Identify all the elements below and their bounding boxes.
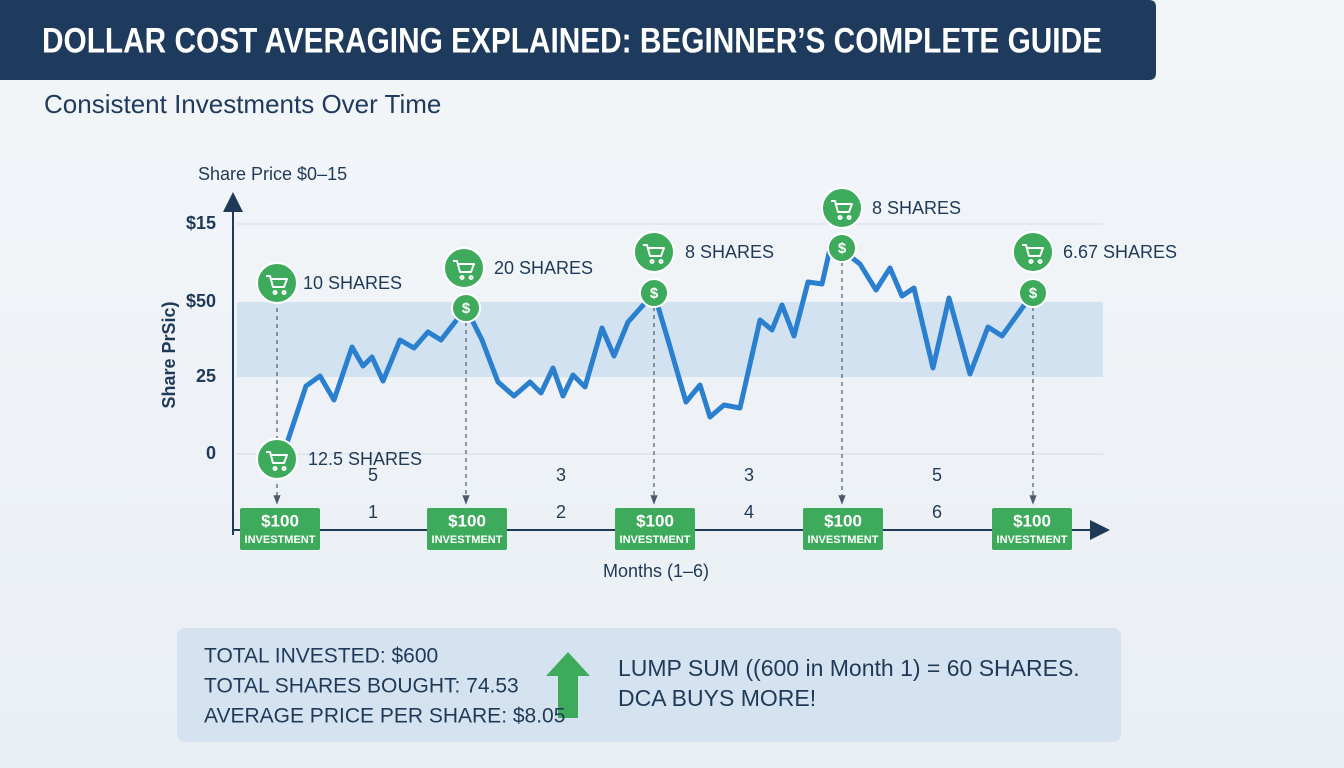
month-label: 6 [932,502,942,522]
investment-label: INVESTMENT [808,534,879,546]
investment-label: INVESTMENT [432,534,503,546]
investment-box [615,508,695,550]
investment-label: INVESTMENT [620,534,691,546]
cart-icon [1012,231,1054,273]
investment-amount: $100 [448,511,486,530]
cart-glyph [266,451,288,471]
investment-box [803,508,883,550]
month-label: 4 [744,502,754,522]
cart-glyph [643,244,665,264]
x-axis-title: Months (1–6) [603,561,709,581]
dollar-icon [451,293,481,323]
share-label: 8 SHARES [685,242,774,262]
dollar-symbol: $ [838,240,847,257]
summary-note: DCA BUYS MORE! [618,685,816,711]
month-label: 3 [744,465,754,485]
dollar-symbol: $ [650,285,659,302]
summary-note: LUMP SUM ((600 in Month 1) = 60 SHARES. [618,655,1080,681]
up-arrow [546,652,590,718]
month-label: 3 [556,465,566,485]
month-label: 5 [368,465,378,485]
investment-box [992,508,1072,550]
share-label: 20 SHARES [494,258,593,278]
share-label: 10 SHARES [303,273,402,293]
cart-icon [633,231,675,273]
dollar-symbol: $ [1029,285,1038,302]
summary-line: TOTAL SHARES BOUGHT: 74.53 [204,675,519,698]
subtitle: Consistent Investments Over Time [44,89,441,119]
cart-icon [821,187,863,229]
month-label: 1 [368,502,378,522]
dollar-icon [1018,278,1048,308]
share-label: 8 SHARES [872,198,961,218]
y-tick-label: 0 [206,443,216,463]
share-label: 12.5 SHARES [308,449,422,469]
summary-line: TOTAL INVESTED: $600 [204,645,438,668]
investment-label: INVESTMENT [245,534,316,546]
investment-box [240,508,320,550]
title: DOLLAR COST AVERAGING EXPLAINED: BEGINNE… [42,21,1102,60]
y-tick-label: $50 [186,291,216,311]
cart-icon [256,438,298,480]
cart-glyph [453,260,475,280]
y-tick-label: $15 [186,213,216,233]
month-label: 5 [932,465,942,485]
y-axis-title: Share PrSic) [159,301,179,408]
month-label: 2 [556,502,566,522]
investment-box [427,508,507,550]
dollar-icon [827,233,857,263]
cart-icon [256,262,298,304]
investment-amount: $100 [636,511,674,530]
share-label: 6.67 SHARES [1063,242,1177,262]
cart-glyph [1022,244,1044,264]
cart-glyph [831,200,853,220]
investment-label: INVESTMENT [997,534,1068,546]
y-tick-label: 25 [196,366,216,386]
summary-box [177,628,1121,742]
dollar-icon [639,278,669,308]
investment-amount: $100 [261,511,299,530]
header-bar [0,0,1156,80]
cart-icon [443,247,485,289]
dollar-symbol: $ [462,300,471,317]
investment-amount: $100 [824,511,862,530]
cart-glyph [266,275,288,295]
summary-line: AVERAGE PRICE PER SHARE: $8.05 [204,705,565,728]
investment-amount: $100 [1013,511,1051,530]
axis-note: Share Price $0–15 [198,164,347,184]
